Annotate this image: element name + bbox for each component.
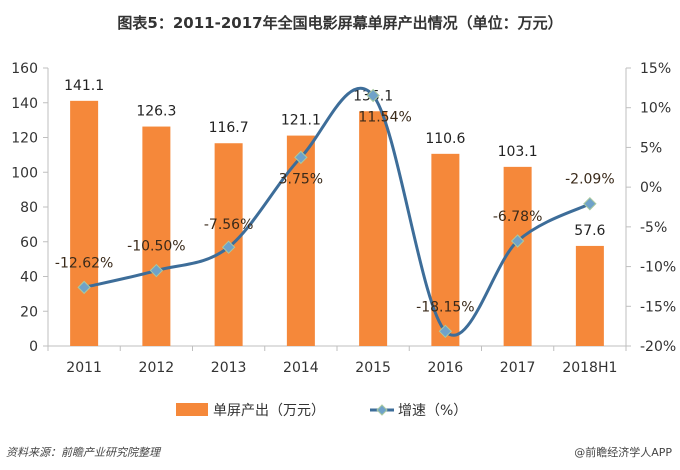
bar-value-label: 57.6 — [574, 223, 605, 239]
x-axis-tick-label: 2015 — [355, 360, 391, 376]
growth-value-label: 11.54% — [358, 109, 411, 125]
bar — [70, 100, 99, 347]
growth-value-label: -7.56% — [204, 217, 254, 233]
right-axis-tick-label: -15% — [640, 299, 676, 315]
x-axis-tick-label: 2012 — [139, 360, 175, 376]
x-axis-tick-label: 2013 — [211, 360, 247, 376]
right-axis-tick-label: 0% — [640, 180, 662, 196]
left-axis-tick-label: 60 — [20, 235, 38, 251]
legend-bar-swatch — [176, 403, 208, 416]
bar — [142, 126, 171, 347]
right-axis-tick-label: -5% — [640, 220, 667, 236]
bar-value-label: 110.6 — [425, 131, 465, 147]
legend-line-label: 增速（%） — [398, 403, 467, 419]
bar — [286, 135, 315, 346]
x-axis-tick-label: 2014 — [283, 360, 319, 376]
left-axis-tick-label: 160 — [11, 61, 38, 77]
right-axis-tick-label: 10% — [640, 101, 671, 117]
right-axis-tick-label: -20% — [640, 339, 676, 355]
source-note: 资料来源：前瞻产业研究院整理 — [6, 446, 160, 459]
left-axis-tick-label: 20 — [20, 304, 38, 320]
growth-marker — [583, 197, 597, 211]
growth-value-label: 3.75% — [279, 171, 323, 187]
growth-value-label: -12.62% — [55, 255, 113, 271]
bar-value-label: 103.1 — [498, 144, 538, 160]
bar — [575, 245, 604, 346]
bar-value-label: 141.1 — [64, 78, 104, 94]
left-axis-tick-label: 120 — [11, 131, 38, 147]
growth-value-label: -18.15% — [416, 299, 474, 315]
bar-value-label: 116.7 — [209, 120, 249, 136]
growth-marker — [510, 234, 525, 248]
right-axis-tick-label: 15% — [640, 61, 671, 77]
x-axis-tick-label: 2016 — [428, 360, 464, 376]
growth-value-label: -10.50% — [127, 239, 185, 255]
legend-bar-label: 单屏产出（万元） — [213, 403, 325, 419]
credit-note: @前瞻经济学人APP — [574, 446, 672, 459]
bar — [359, 111, 388, 346]
chart-title: 图表5：2011-2017年全国电影屏幕单屏产出情况（单位：万元） — [117, 14, 563, 32]
left-axis-tick-label: 80 — [20, 200, 38, 216]
growth-marker — [77, 280, 91, 295]
left-axis-tick-label: 100 — [11, 165, 38, 181]
bar — [503, 166, 532, 346]
right-axis-tick-label: -10% — [640, 260, 676, 276]
bar-value-label: 121.1 — [281, 113, 321, 129]
growth-value-label: -6.78% — [493, 209, 543, 225]
left-axis-tick-label: 0 — [29, 339, 38, 355]
x-axis-tick-label: 2017 — [500, 360, 536, 376]
right-axis-tick-label: 5% — [640, 140, 662, 156]
left-axis-tick-label: 140 — [11, 96, 38, 112]
x-axis-tick-label: 2011 — [66, 360, 102, 376]
growth-marker — [149, 263, 164, 278]
growth-marker — [366, 88, 380, 103]
bar-value-label: 126.3 — [136, 104, 176, 120]
growth-value-label: -2.09% — [565, 172, 615, 188]
x-axis-tick-label: 2018H1 — [562, 360, 617, 376]
left-axis-tick-label: 40 — [20, 270, 38, 286]
growth-marker — [294, 150, 308, 165]
legend-line-marker — [376, 404, 388, 416]
growth-marker — [221, 240, 236, 254]
growth-marker — [438, 324, 453, 339]
